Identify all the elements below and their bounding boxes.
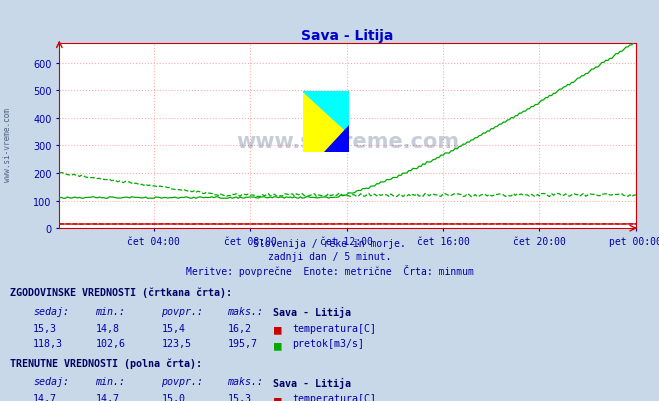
Text: ZGODOVINSKE VREDNOSTI (črtkana črta):: ZGODOVINSKE VREDNOSTI (črtkana črta): (10, 287, 232, 297)
Text: 14,8: 14,8 (96, 323, 119, 333)
Text: min.:: min.: (96, 306, 126, 316)
Text: 102,6: 102,6 (96, 338, 126, 348)
Text: sedaj:: sedaj: (33, 377, 69, 387)
Text: zadnji dan / 5 minut.: zadnji dan / 5 minut. (268, 251, 391, 261)
Text: Slovenija / reke in morje.: Slovenija / reke in morje. (253, 239, 406, 249)
Text: Meritve: povprečne  Enote: metrične  Črta: minmum: Meritve: povprečne Enote: metrične Črta:… (186, 264, 473, 276)
Text: 15,3: 15,3 (33, 323, 57, 333)
Text: 15,0: 15,0 (161, 393, 185, 401)
Text: maks.:: maks.: (227, 377, 264, 387)
Text: maks.:: maks.: (227, 306, 264, 316)
Text: ■: ■ (273, 393, 281, 401)
Text: povpr.:: povpr.: (161, 306, 204, 316)
Polygon shape (324, 125, 349, 152)
Text: 16,2: 16,2 (227, 323, 251, 333)
Text: Sava - Litija: Sava - Litija (273, 377, 351, 387)
Text: povpr.:: povpr.: (161, 377, 204, 387)
Polygon shape (303, 92, 349, 134)
Text: TRENUTNE VREDNOSTI (polna črta):: TRENUTNE VREDNOSTI (polna črta): (10, 357, 202, 368)
Text: www.si-vreme.com: www.si-vreme.com (236, 132, 459, 152)
Text: 15,3: 15,3 (227, 393, 251, 401)
Text: 15,4: 15,4 (161, 323, 185, 333)
Text: min.:: min.: (96, 377, 126, 387)
Polygon shape (303, 92, 349, 152)
Text: 14,7: 14,7 (96, 393, 119, 401)
Text: Sava - Litija: Sava - Litija (273, 306, 351, 317)
Text: 195,7: 195,7 (227, 338, 258, 348)
Text: ■: ■ (273, 323, 281, 336)
Text: temperatura[C]: temperatura[C] (292, 393, 376, 401)
Text: ■: ■ (273, 338, 281, 351)
Text: www.si-vreme.com: www.si-vreme.com (3, 107, 13, 181)
Text: pretok[m3/s]: pretok[m3/s] (292, 338, 364, 348)
Text: 14,7: 14,7 (33, 393, 57, 401)
Text: 123,5: 123,5 (161, 338, 192, 348)
Title: Sava - Litija: Sava - Litija (301, 29, 394, 43)
Text: 118,3: 118,3 (33, 338, 63, 348)
Text: temperatura[C]: temperatura[C] (292, 323, 376, 333)
Text: sedaj:: sedaj: (33, 306, 69, 316)
